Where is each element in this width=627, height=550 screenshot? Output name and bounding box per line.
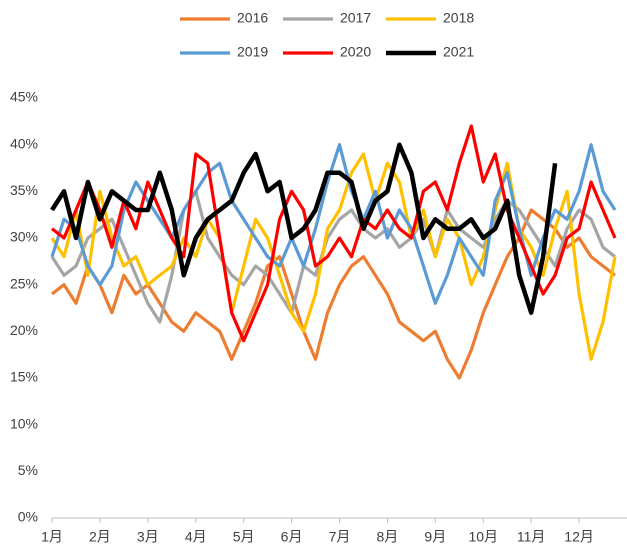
- series-line: [50, 143, 617, 305]
- series-line: [51, 124, 617, 343]
- legend-label: 2017: [340, 10, 371, 26]
- y-tick-label: 0%: [18, 509, 38, 525]
- y-tick-label: 15%: [10, 369, 38, 385]
- series-line: [51, 208, 616, 380]
- y-tick-label: 25%: [10, 275, 38, 291]
- y-tick-label: 40%: [10, 135, 38, 151]
- x-tick-label: 5月: [233, 529, 255, 545]
- x-tick-label: 8月: [377, 529, 399, 545]
- x-tick-label: 10月: [468, 529, 498, 545]
- y-tick-label: 20%: [10, 322, 38, 338]
- x-tick-label: 9月: [424, 529, 446, 545]
- y-tick-label: 45%: [10, 89, 38, 105]
- x-tick-label: 3月: [137, 529, 159, 545]
- x-tick-label: 4月: [185, 529, 207, 545]
- y-tick-label: 30%: [10, 229, 38, 245]
- series-line: [50, 142, 558, 315]
- x-tick-label: 7月: [329, 529, 351, 545]
- x-tick-label: 6月: [281, 529, 303, 545]
- x-tick-label: 12月: [564, 529, 594, 545]
- y-tick-label: 35%: [10, 182, 38, 198]
- x-tick-label: 2月: [89, 529, 111, 545]
- legend-label: 2018: [443, 10, 474, 26]
- y-tick-label: 10%: [10, 415, 38, 431]
- legend-label: 2019: [237, 44, 268, 60]
- legend-label: 2021: [443, 44, 474, 60]
- legend-label: 2020: [340, 44, 371, 60]
- y-tick-label: 5%: [18, 462, 38, 478]
- legend-label: 2016: [237, 10, 268, 26]
- series-line: [50, 189, 616, 324]
- x-tick-label: 1月: [41, 529, 63, 545]
- x-tick-label: 11月: [517, 529, 546, 545]
